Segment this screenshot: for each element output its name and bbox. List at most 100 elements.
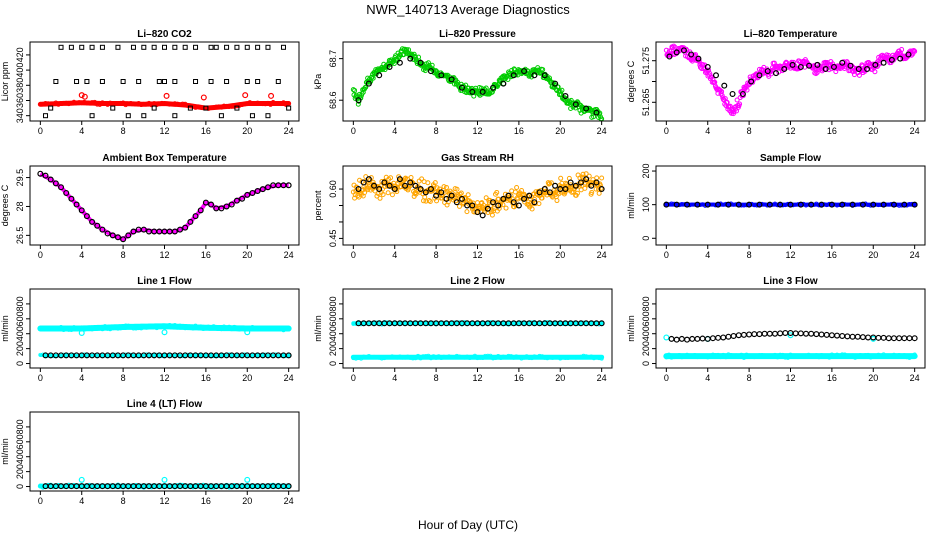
data-point	[68, 44, 74, 50]
band-point	[79, 353, 84, 358]
y-axis-label: degrees C	[626, 60, 636, 102]
y-tick-label: 200	[641, 341, 651, 356]
band-point	[475, 356, 480, 361]
band-point	[863, 353, 868, 358]
band-point	[897, 353, 902, 358]
data-point	[285, 483, 292, 490]
band-point	[209, 326, 214, 331]
data-point	[43, 113, 49, 119]
cloud-point	[663, 47, 669, 53]
data-point	[412, 182, 419, 189]
data-point	[797, 201, 804, 208]
band-point	[576, 355, 581, 360]
band-point	[560, 355, 565, 360]
data-point	[766, 201, 773, 208]
cloud-point	[529, 206, 535, 212]
data-point	[391, 186, 398, 193]
data-point	[704, 335, 711, 342]
data-point	[193, 44, 199, 50]
band-point	[687, 353, 692, 358]
x-tick-label: 12	[159, 250, 169, 260]
band-point	[447, 354, 452, 359]
band-point	[149, 103, 154, 108]
data-point	[541, 72, 548, 79]
data-point	[870, 201, 877, 208]
data-point	[484, 205, 491, 212]
data-point	[813, 331, 820, 338]
band-point	[581, 353, 586, 358]
data-point	[567, 179, 574, 186]
y-tick-label: 420	[15, 47, 25, 62]
y-tick-label: 380	[15, 78, 25, 93]
band-point	[53, 325, 58, 330]
y-tick-label: 600	[15, 434, 25, 449]
cloud-point	[491, 206, 497, 212]
band-point	[783, 355, 788, 360]
panel-10: Line 4 (LT) Flow ml/min 0 4 8 12 16 20 24 0 200400…	[0, 399, 300, 506]
data-point	[531, 199, 538, 206]
band-point	[134, 326, 139, 331]
data-point	[407, 179, 414, 186]
data-point	[787, 332, 794, 339]
data-point	[172, 113, 178, 119]
y-tick-label: 68.7	[328, 50, 338, 68]
band-point	[413, 356, 418, 361]
band-point	[136, 101, 141, 106]
data-point	[42, 172, 49, 179]
band-point	[765, 354, 770, 359]
data-point	[709, 335, 716, 342]
band-point	[778, 352, 783, 357]
band-point	[716, 352, 721, 357]
band-point	[793, 202, 798, 207]
panel-3: Li–820 Temperature degrees C 0 4 8 12 16 20 24 51…	[626, 29, 926, 136]
band-point	[196, 324, 201, 329]
band-point	[599, 356, 604, 361]
data-point	[901, 335, 908, 342]
band-point	[421, 354, 426, 359]
y-tick-label: 68.6	[328, 91, 338, 109]
data-point	[885, 335, 892, 342]
band-point	[128, 324, 133, 329]
data-point	[99, 226, 106, 233]
band-point	[38, 352, 43, 357]
band-point	[172, 101, 177, 106]
y-axis-label: kPa	[313, 74, 323, 90]
x-tick-label: 20	[555, 250, 565, 260]
y-tick-label: 800	[15, 419, 25, 434]
band-point	[827, 355, 832, 360]
cloud-point	[443, 184, 449, 190]
y-tick-label: 200	[328, 341, 338, 356]
data-point	[562, 93, 569, 100]
plot-area	[663, 201, 918, 208]
x-tick-label: 12	[159, 126, 169, 136]
data-point	[433, 192, 440, 199]
data-point	[202, 199, 209, 206]
cloud-point	[422, 194, 428, 200]
cloud-point	[494, 189, 500, 195]
data-point	[386, 63, 393, 70]
cloud-point	[820, 66, 826, 72]
panel-title: Li–820 Pressure	[439, 29, 516, 40]
x-tick-label: 0	[38, 373, 43, 383]
data-point	[78, 476, 85, 483]
band-point	[201, 105, 206, 110]
data-point	[125, 113, 131, 119]
band-point	[835, 203, 840, 208]
y-axis-label: ml/min	[0, 315, 10, 342]
x-tick-label: 8	[121, 126, 126, 136]
band-point	[240, 103, 245, 108]
band-point	[255, 100, 260, 105]
data-point	[162, 44, 167, 50]
data-point	[546, 189, 553, 196]
data-point	[63, 189, 70, 196]
band-point	[912, 352, 917, 357]
band-point	[90, 100, 95, 105]
band-point	[573, 355, 578, 360]
cloud-point	[485, 210, 491, 216]
data-point	[531, 72, 538, 79]
data-point	[218, 205, 225, 212]
x-tick-label: 12	[472, 373, 482, 383]
band-point	[553, 355, 558, 360]
data-point	[725, 333, 732, 340]
data-point	[673, 49, 680, 56]
